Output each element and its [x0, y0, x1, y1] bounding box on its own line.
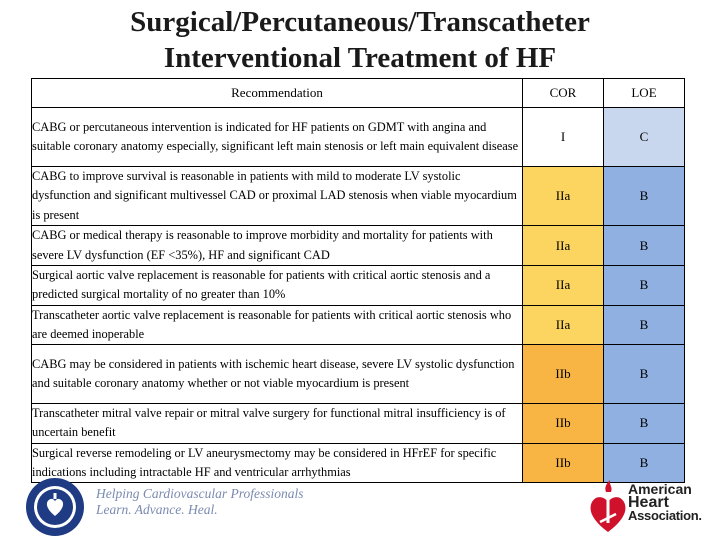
aha-word-association: Association. — [628, 508, 702, 523]
cor-cell: IIa — [522, 166, 604, 226]
header-loe: LOE — [603, 78, 685, 108]
loe-cell: B — [603, 304, 685, 346]
recommendation-text: CABG or medical therapy is reasonable to… — [31, 225, 523, 266]
recommendation-text: CABG or percutaneous intervention is ind… — [31, 107, 523, 167]
loe-cell: B — [603, 344, 685, 405]
table-row: Transcatheter aortic valve replacement i… — [31, 304, 685, 346]
recommendation-text: CABG may be considered in patients with … — [31, 344, 523, 405]
cor-cell: IIa — [522, 225, 604, 266]
cor-cell: IIa — [522, 265, 604, 306]
cor-cell: I — [522, 107, 604, 167]
recommendations-table: Recommendation COR LOE CABG or percutane… — [31, 78, 685, 484]
loe-cell: B — [603, 265, 685, 306]
title-line-2: Interventional Treatment of HF — [163, 42, 557, 74]
cor-cell: IIb — [522, 403, 604, 444]
loe-cell: B — [603, 442, 685, 484]
recommendation-text: Surgical aortic valve replacement is rea… — [31, 265, 523, 306]
loe-cell: B — [603, 403, 685, 444]
recommendation-text: Surgical reverse remodeling or LV aneury… — [31, 442, 523, 484]
table-row: CABG may be considered in patients with … — [31, 344, 685, 405]
table-row: CABG or percutaneous intervention is ind… — [31, 107, 685, 167]
recommendation-text: Transcatheter mitral valve repair or mit… — [31, 403, 523, 444]
aha-wordmark: American Heart Association. — [628, 481, 702, 523]
table-row: CABG to improve survival is reasonable i… — [31, 166, 685, 226]
recommendation-text: Transcatheter aortic valve replacement i… — [31, 304, 523, 346]
aha-heart-torch-logo — [590, 480, 626, 532]
table-row: Transcatheter mitral valve repair or mit… — [31, 403, 685, 444]
header-recommendation: Recommendation — [31, 78, 523, 108]
table-row: Surgical reverse remodeling or LV aneury… — [31, 442, 685, 484]
cor-cell: IIb — [522, 442, 604, 484]
aha-word-american: American — [628, 481, 692, 497]
cor-cell: IIa — [522, 304, 604, 346]
tagline-line-2: Learn. Advance. Heal. — [96, 502, 218, 517]
table-header-row: Recommendation COR LOE — [31, 78, 685, 108]
loe-cell: B — [603, 225, 685, 266]
table-row: CABG or medical therapy is reasonable to… — [31, 225, 685, 266]
aha-word-heart: Heart — [628, 494, 669, 511]
recommendation-text: CABG to improve survival is reasonable i… — [31, 166, 523, 226]
header-cor: COR — [522, 78, 604, 108]
slide-title: Surgical/Percutaneous/Transcatheter Inte… — [0, 4, 720, 76]
tagline-line-1: Helping Cardiovascular Professionals — [96, 486, 304, 501]
acc-tagline: Helping Cardiovascular Professionals Lea… — [96, 486, 304, 518]
acc-seal-logo — [26, 478, 84, 536]
loe-cell: B — [603, 166, 685, 226]
cor-cell: IIb — [522, 344, 604, 405]
title-line-1: Surgical/Percutaneous/Transcatheter — [130, 6, 590, 38]
loe-cell: C — [603, 107, 685, 167]
table-row: Surgical aortic valve replacement is rea… — [31, 265, 685, 306]
